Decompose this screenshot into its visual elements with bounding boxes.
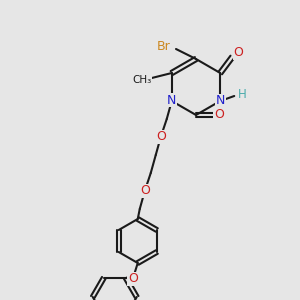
Text: N: N [167,94,176,106]
Text: O: O [233,46,243,59]
Text: O: O [128,272,138,286]
Text: CH₃: CH₃ [132,75,152,85]
Text: H: H [238,88,247,101]
Text: O: O [156,130,166,143]
Text: N: N [216,94,225,107]
Text: Br: Br [157,40,171,52]
Text: O: O [140,184,150,197]
Text: O: O [214,109,224,122]
